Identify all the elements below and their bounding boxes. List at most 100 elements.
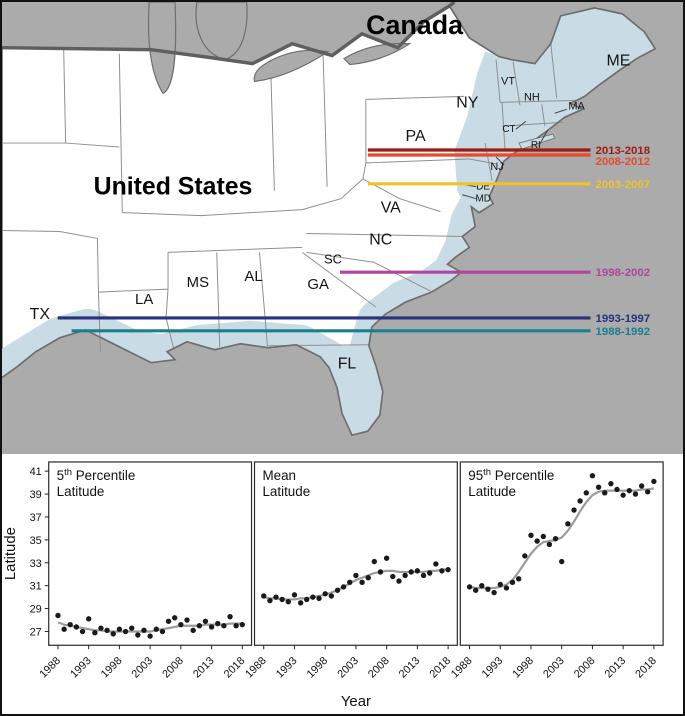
panel-border [253, 461, 458, 646]
data-point [614, 486, 620, 493]
state-label-sc: SC [324, 251, 342, 266]
data-point [632, 491, 639, 497]
x-tick-label: 1998 [510, 655, 536, 681]
data-point [347, 579, 353, 585]
data-point [552, 535, 559, 542]
data-point [383, 555, 390, 561]
x-tick-label: 2013 [397, 655, 423, 681]
data-point [110, 631, 116, 637]
panel-title: 5th Percentile [57, 467, 136, 483]
data-point [267, 597, 273, 604]
data-point [546, 541, 553, 548]
period-label-2008-2012: 2008-2012 [596, 156, 651, 168]
chart-panel-0: 1988 1993 1998 2003 2008 2013 2018 27 29 31 33 35 37… [30, 461, 253, 681]
data-point [608, 480, 614, 487]
range-northeast-fill [454, 7, 656, 216]
panel-title-line2: Latitude [468, 484, 516, 499]
x-tick-label: 2008 [160, 655, 186, 681]
state-label-md: MD [475, 194, 490, 205]
range-florida-fill [300, 344, 380, 434]
data-point [515, 576, 522, 582]
data-point [589, 473, 596, 479]
data-point [565, 521, 571, 527]
data-point [73, 624, 80, 630]
data-point [129, 625, 135, 631]
data-point [534, 538, 540, 544]
period-label-1988-1992: 1988-1992 [596, 326, 651, 338]
great-lakes [147, 2, 412, 95]
y-tick-label: 27 [30, 626, 42, 638]
data-point [104, 627, 110, 634]
latitude-trend-charts: 1988 1993 1998 2003 2008 2013 2018272931333537… [2, 461, 664, 710]
data-point [485, 586, 491, 592]
data-point [273, 594, 279, 600]
x-tick-label: 1993 [68, 655, 94, 681]
data-point [67, 621, 73, 628]
data-point [92, 630, 98, 636]
data-point [479, 583, 485, 589]
data-point [153, 626, 159, 632]
canada-us-border [2, 2, 456, 66]
panel-title-sup: th [64, 467, 72, 478]
y-tick-label: 29 [30, 604, 42, 616]
data-point [571, 507, 577, 513]
x-tick-label: 2018 [633, 655, 659, 681]
data-point [466, 584, 473, 590]
state-label-al: AL [244, 269, 262, 285]
state-label-la: LA [135, 292, 153, 308]
data-point [433, 561, 439, 567]
state-label-fl: FL [338, 356, 357, 373]
data-point [540, 533, 547, 540]
state-label-ga: GA [307, 277, 329, 293]
us-coast-outline [2, 4, 657, 437]
state-borders [2, 15, 579, 352]
panel-title-rest: Percentile [72, 468, 135, 483]
data-point [414, 568, 421, 574]
y-axis-label: Latitude [2, 527, 19, 580]
data-point [233, 623, 239, 629]
y-tick-label: 31 [30, 581, 42, 593]
data-point [141, 627, 147, 634]
x-tick-label: 1988 [37, 655, 63, 681]
data-point [528, 532, 534, 538]
data-point [439, 568, 445, 574]
data-point [322, 591, 328, 597]
data-point [147, 633, 153, 639]
period-label-1993-1997: 1993-1997 [596, 313, 651, 325]
data-point [291, 592, 298, 598]
data-point [328, 593, 335, 599]
x-tick-label: 2013 [603, 655, 629, 681]
x-tick-label: 2003 [130, 655, 156, 681]
panel-title-main: 95 [468, 468, 483, 483]
panel-title-line2: Latitude [57, 484, 105, 499]
x-tick-label: 2008 [366, 655, 392, 681]
state-label-ri: RI [531, 140, 541, 151]
data-point [473, 587, 479, 593]
data-point [184, 617, 190, 623]
data-point [583, 490, 589, 496]
state-label-ct: CT [502, 124, 515, 135]
data-point [371, 558, 377, 565]
charts-section: 1988 1993 1998 2003 2008 2013 2018 27 29 31 33 35 37… [2, 454, 683, 714]
data-point [396, 578, 402, 584]
data-point [559, 558, 565, 565]
state-label-nc: NC [369, 231, 392, 248]
x-tick-label: 1993 [480, 655, 506, 681]
data-point [279, 596, 285, 603]
data-point [316, 595, 322, 602]
x-tick-label: 1998 [99, 655, 125, 681]
data-point [377, 569, 384, 575]
data-point [509, 579, 516, 585]
y-tick-label: 41 [30, 466, 42, 478]
data-point [503, 585, 510, 591]
panel-title-sup: th [483, 467, 491, 478]
state-label-ma: MA [568, 100, 585, 112]
state-label-me: ME [606, 53, 630, 70]
x-tick-label: 2003 [335, 655, 361, 681]
x-tick-label: 2018 [428, 655, 454, 681]
data-point [227, 613, 233, 620]
state-label-nj: NJ [490, 161, 503, 173]
